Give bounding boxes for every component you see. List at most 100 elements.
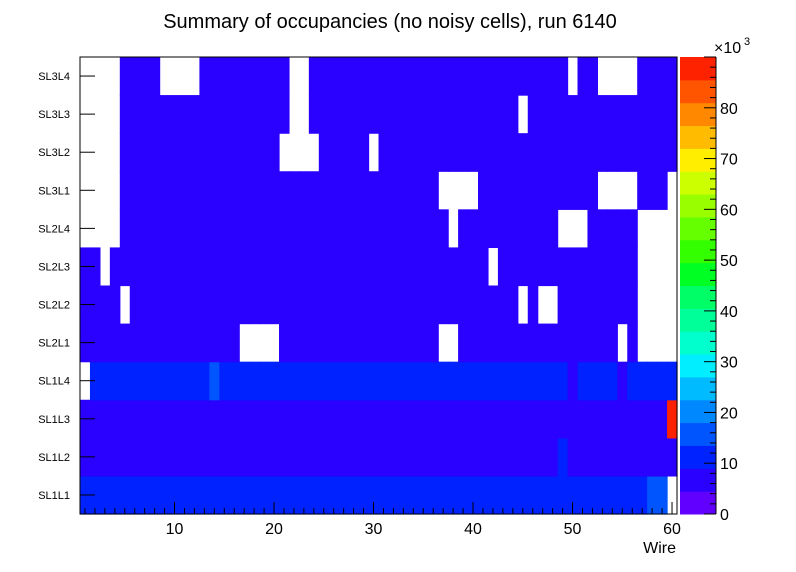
cell-SL1L4-wire-33 xyxy=(398,361,409,401)
cell-SL1L4-wire-60 xyxy=(667,361,678,401)
cell-SL1L1-wire-57 xyxy=(637,475,648,515)
cell-SL3L3-wire-28 xyxy=(348,95,360,134)
cell-SL3L2-wire-35 xyxy=(418,133,429,172)
cell-SL3L1-wire-47 xyxy=(537,171,549,210)
cell-SL3L1-wire-26 xyxy=(328,171,340,210)
cell-SL2L3-wire-55 xyxy=(617,247,628,287)
cell-SL3L2-wire-10 xyxy=(169,133,181,172)
cell-SL1L2-wire-37 xyxy=(438,437,449,477)
cell-SL3L2-wire-59 xyxy=(657,133,668,172)
color-scale-label-20: 20 xyxy=(720,405,738,422)
cell-SL2L1-wire-4 xyxy=(109,323,121,363)
cell-SL1L3-wire-29 xyxy=(358,399,370,439)
cell-SL2L3-wire-17 xyxy=(239,247,250,287)
cell-SL1L4-wire-9 xyxy=(159,361,171,401)
cell-SL2L3-wire-28 xyxy=(348,247,360,287)
cell-SL2L4-wire-33 xyxy=(398,209,409,249)
cell-SL1L2-wire-16 xyxy=(229,437,240,477)
cell-SL3L1-wire-21 xyxy=(279,171,290,210)
cell-SL2L3-wire-31 xyxy=(378,247,390,287)
cell-SL1L2-wire-46 xyxy=(527,437,539,477)
cell-SL1L2-wire-27 xyxy=(338,437,350,477)
cell-SL1L2-wire-59 xyxy=(657,437,668,477)
cell-SL1L2-wire-23 xyxy=(298,437,310,477)
color-scale-band-8 xyxy=(680,308,716,332)
color-scale-band-15 xyxy=(680,148,716,172)
cell-SL3L1-wire-52 xyxy=(587,171,598,210)
cell-SL1L4-wire-38 xyxy=(448,361,459,401)
cell-SL3L2-wire-39 xyxy=(458,133,469,172)
cell-SL2L3-wire-12 xyxy=(189,247,200,287)
cell-SL2L1-wire-46 xyxy=(527,323,539,363)
cell-SL2L1-wire-56 xyxy=(627,323,638,363)
cell-SL3L2-wire-40 xyxy=(468,133,479,172)
cell-SL3L2-wire-57 xyxy=(637,133,648,172)
cell-SL1L3-wire-53 xyxy=(597,399,608,439)
cell-SL1L1-wire-13 xyxy=(199,475,210,515)
cell-SL2L1-wire-25 xyxy=(318,323,330,363)
cell-SL1L4-wire-29 xyxy=(358,361,370,401)
cell-SL2L1-wire-16 xyxy=(229,323,240,363)
cell-SL1L4-wire-20 xyxy=(269,361,280,401)
cell-SL1L1-wire-48 xyxy=(547,475,559,515)
cell-SL3L2-wire-9 xyxy=(159,133,171,172)
cell-SL2L2-wire-3 xyxy=(99,285,111,325)
cell-SL2L3-wire-44 xyxy=(507,247,519,287)
cell-SL2L3-wire-33 xyxy=(398,247,409,287)
cell-SL2L2-wire-10 xyxy=(169,285,181,325)
cell-SL3L3-wire-41 xyxy=(478,95,489,134)
cell-SL2L3-wire-7 xyxy=(139,247,151,287)
cell-SL1L4-wire-36 xyxy=(428,361,439,401)
cell-SL2L4-wire-32 xyxy=(388,209,399,249)
cell-SL3L2-wire-7 xyxy=(139,133,151,172)
cell-SL1L4-wire-51 xyxy=(577,361,589,401)
cell-SL3L4-wire-5 xyxy=(119,57,131,96)
cell-SL2L3-wire-16 xyxy=(229,247,240,287)
cell-SL2L1-wire-43 xyxy=(497,323,509,363)
cell-SL3L1-wire-10 xyxy=(169,171,181,210)
cell-SL3L1-wire-23 xyxy=(298,171,310,210)
cell-SL3L1-wire-18 xyxy=(249,171,260,210)
cell-SL3L4-wire-35 xyxy=(418,57,429,96)
cell-SL2L3-wire-52 xyxy=(587,247,598,287)
cell-SL1L2-wire-56 xyxy=(627,437,638,477)
cell-SL3L3-wire-48 xyxy=(547,95,559,134)
cell-SL2L2-wire-53 xyxy=(597,285,608,325)
cell-SL3L2-wire-58 xyxy=(647,133,658,172)
cell-SL1L3-wire-27 xyxy=(338,399,350,439)
cell-SL1L2-wire-9 xyxy=(159,437,171,477)
cell-SL3L4-wire-7 xyxy=(139,57,151,96)
cell-SL1L3-wire-5 xyxy=(119,399,131,439)
cell-SL1L4-wire-14 xyxy=(209,361,220,401)
color-scale-label-50: 50 xyxy=(720,253,738,270)
cell-SL1L3-wire-39 xyxy=(458,399,469,439)
z-multiplier-base: ×10 xyxy=(714,40,741,57)
cell-SL1L2-wire-53 xyxy=(597,437,608,477)
cell-SL3L2-wire-55 xyxy=(617,133,628,172)
cell-SL1L1-wire-28 xyxy=(348,475,360,515)
cell-SL2L1-wire-30 xyxy=(368,323,380,363)
cell-SL3L1-wire-58 xyxy=(647,171,658,210)
cell-SL3L3-wire-20 xyxy=(269,95,280,134)
cell-SL3L4-wire-26 xyxy=(328,57,340,96)
cell-SL3L4-wire-45 xyxy=(517,57,529,96)
cell-SL2L1-wire-32 xyxy=(388,323,399,363)
cell-SL2L4-wire-13 xyxy=(199,209,210,249)
cell-SL1L1-wire-51 xyxy=(577,475,589,515)
cell-SL2L4-wire-52 xyxy=(587,209,598,249)
cell-SL1L3-wire-16 xyxy=(229,399,240,439)
cell-SL3L3-wire-38 xyxy=(448,95,459,134)
cell-SL1L4-wire-31 xyxy=(378,361,390,401)
cell-SL3L1-wire-45 xyxy=(517,171,529,210)
cell-SL3L3-wire-49 xyxy=(557,95,569,134)
cell-SL3L1-wire-36 xyxy=(428,171,439,210)
cell-SL3L2-wire-33 xyxy=(398,133,409,172)
cell-SL3L4-wire-36 xyxy=(428,57,439,96)
cell-SL3L3-wire-53 xyxy=(597,95,608,134)
cell-SL2L2-wire-38 xyxy=(448,285,459,325)
cell-SL1L4-wire-55 xyxy=(617,361,628,401)
cell-SL2L3-wire-48 xyxy=(547,247,559,287)
cell-SL1L1-wire-16 xyxy=(229,475,240,515)
cell-SL3L4-wire-58 xyxy=(647,57,658,96)
